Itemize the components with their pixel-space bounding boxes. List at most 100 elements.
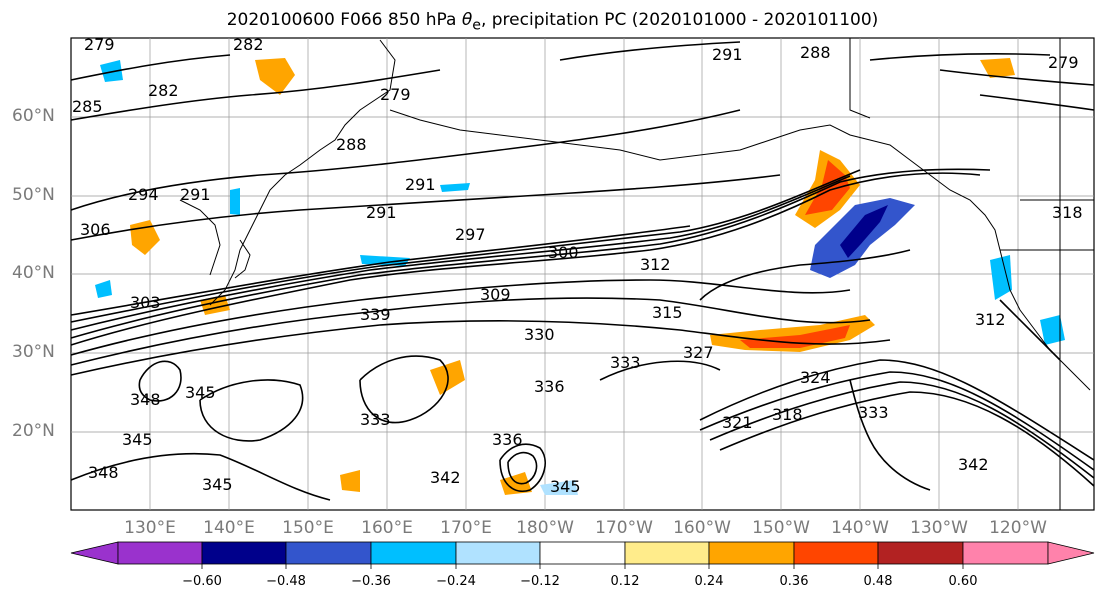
contour-label: 291 bbox=[405, 175, 436, 194]
colorbar-bin bbox=[201, 541, 287, 565]
colorbar-bin bbox=[962, 541, 1049, 565]
contour-label: 321 bbox=[722, 413, 753, 432]
contour-label: 279 bbox=[84, 35, 115, 54]
contour-label: 333 bbox=[858, 403, 889, 422]
contour-label: 315 bbox=[652, 303, 683, 322]
colorbar-bin bbox=[877, 541, 964, 565]
contour-label: 342 bbox=[430, 468, 461, 487]
precip-negative-small-6 bbox=[230, 188, 240, 215]
contour-label: 303 bbox=[130, 293, 161, 312]
contour-label: 288 bbox=[800, 43, 831, 62]
colorbar-tick-label: 0.12 bbox=[610, 574, 640, 589]
lat-label-50n: 50°N bbox=[12, 185, 55, 205]
colorbar-tick-label: −0.24 bbox=[436, 574, 476, 589]
colorbar-bin bbox=[455, 541, 541, 565]
contour-label: 291 bbox=[366, 203, 397, 222]
lon-label-160w: 160°W bbox=[673, 518, 731, 538]
contour-label: 291 bbox=[180, 185, 211, 204]
contour-label: 348 bbox=[88, 463, 119, 482]
colorbar-bin bbox=[370, 541, 457, 565]
contour-label: 288 bbox=[336, 135, 367, 154]
lon-label-140w: 140°W bbox=[831, 518, 889, 538]
lon-label-130w: 130°W bbox=[910, 518, 968, 538]
plot-title: 2020100600 F066 850 hPa θe, precipitatio… bbox=[226, 10, 879, 34]
contour-label: 324 bbox=[800, 368, 831, 387]
contour-label: 333 bbox=[360, 410, 391, 429]
contour-label: 327 bbox=[683, 343, 714, 362]
contour-label: 282 bbox=[148, 81, 179, 100]
colorbar-tick-label: 0.36 bbox=[779, 574, 809, 589]
precip-negative-small-5 bbox=[95, 280, 112, 298]
contour-label: 345 bbox=[185, 383, 216, 402]
precip-negative-core bbox=[840, 205, 888, 258]
precip-negative-small-2 bbox=[440, 183, 470, 192]
lon-label-130e: 130°E bbox=[124, 518, 176, 538]
contour-label: 300 bbox=[548, 243, 579, 262]
lon-label-170e: 170°E bbox=[440, 518, 492, 538]
colorbar-bin bbox=[708, 541, 795, 565]
lat-label-60n: 60°N bbox=[12, 106, 55, 126]
precip-positive-small-5 bbox=[500, 472, 532, 495]
contour-label: 342 bbox=[958, 455, 989, 474]
contour-label: 345 bbox=[122, 430, 153, 449]
precip-negative-small-4 bbox=[100, 60, 123, 82]
contour-label: 348 bbox=[130, 390, 161, 409]
lat-label-40n: 40°N bbox=[12, 263, 55, 283]
precip-shading bbox=[95, 58, 1065, 495]
colorbar-tick-label: −0.12 bbox=[520, 574, 560, 589]
lon-label-180w: 180°W bbox=[516, 518, 574, 538]
colorbar-tick-label: 0.24 bbox=[694, 574, 724, 589]
contour-label: 345 bbox=[202, 475, 233, 494]
contour-label: 318 bbox=[772, 405, 803, 424]
colorbar-tick-label: 0.48 bbox=[863, 574, 893, 589]
graticule bbox=[71, 38, 1094, 510]
contour-label: 345 bbox=[550, 477, 581, 496]
contour-label: 279 bbox=[1048, 53, 1079, 72]
contour-label: 297 bbox=[455, 225, 486, 244]
contour-label: 309 bbox=[480, 285, 511, 304]
colorbar-tick-label: −0.48 bbox=[266, 574, 306, 589]
colorbar bbox=[70, 541, 1095, 569]
coastlines bbox=[179, 38, 1094, 510]
precip-positive-small-7 bbox=[980, 58, 1015, 78]
lat-label-20n: 20°N bbox=[12, 421, 55, 441]
contour-label: 330 bbox=[524, 325, 555, 344]
contour-label: 294 bbox=[128, 185, 159, 204]
contour-label: 336 bbox=[492, 430, 523, 449]
contour-label: 312 bbox=[975, 310, 1006, 329]
colorbar-tick-label: −0.36 bbox=[351, 574, 391, 589]
colorbar-bin bbox=[285, 541, 372, 565]
colorbar-bin bbox=[793, 541, 879, 565]
contour-label: 339 bbox=[360, 305, 391, 324]
contour-label: 312 bbox=[640, 255, 671, 274]
lon-label-120w: 120°W bbox=[989, 518, 1047, 538]
colorbar-bin bbox=[117, 541, 203, 565]
contour-labels: 279 282 282 285 288 279 291 294 291 291 … bbox=[72, 35, 1083, 496]
colorbar-tick-label: 0.60 bbox=[948, 574, 978, 589]
lon-label-150e: 150°E bbox=[282, 518, 334, 538]
theta-e-contours bbox=[70, 41, 1095, 501]
contour-label: 282 bbox=[233, 35, 264, 54]
contour-label: 333 bbox=[610, 353, 641, 372]
lon-label-170w: 170°W bbox=[595, 518, 653, 538]
precip-negative-small-1 bbox=[990, 255, 1012, 300]
contour-label: 285 bbox=[72, 97, 103, 116]
lon-label-160e: 160°E bbox=[361, 518, 413, 538]
lat-label-30n: 30°N bbox=[12, 342, 55, 362]
precip-positive-band-core bbox=[740, 325, 850, 348]
lon-label-140e: 140°E bbox=[203, 518, 255, 538]
precip-negative-small-7 bbox=[540, 480, 578, 495]
precip-positive-small-1 bbox=[255, 58, 295, 95]
colorbar-low-extend bbox=[70, 541, 119, 565]
contour-label: 291 bbox=[712, 45, 743, 64]
contour-label: 336 bbox=[534, 377, 565, 396]
colorbar-tick-label: −0.60 bbox=[182, 574, 222, 589]
contour-label: 318 bbox=[1052, 203, 1083, 222]
precip-negative-small-8 bbox=[1040, 315, 1065, 345]
colorbar-high-extend bbox=[1047, 541, 1095, 565]
contour-label: 306 bbox=[80, 220, 111, 239]
colorbar-bin bbox=[624, 541, 710, 565]
colorbar-bin bbox=[539, 541, 626, 565]
contour-label: 279 bbox=[380, 85, 411, 104]
